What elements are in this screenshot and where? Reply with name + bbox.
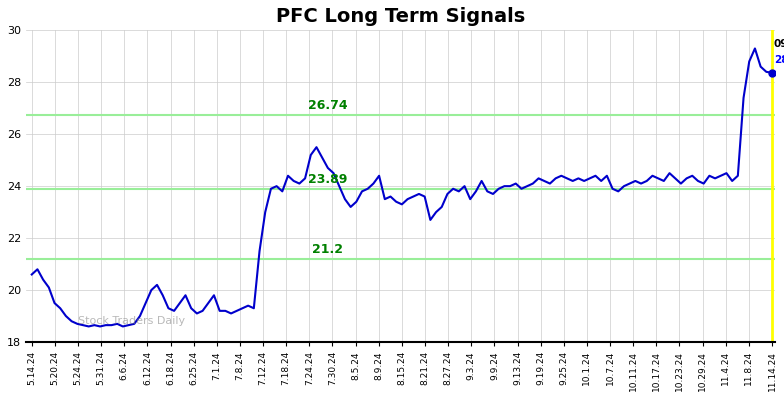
Text: 26.74: 26.74 bbox=[308, 99, 347, 112]
Text: 28.365: 28.365 bbox=[774, 55, 784, 65]
Text: 21.2: 21.2 bbox=[312, 243, 343, 256]
Title: PFC Long Term Signals: PFC Long Term Signals bbox=[276, 7, 525, 26]
Text: 23.89: 23.89 bbox=[308, 173, 347, 186]
Text: 09:30: 09:30 bbox=[774, 39, 784, 49]
Text: Stock Traders Daily: Stock Traders Daily bbox=[78, 316, 186, 326]
